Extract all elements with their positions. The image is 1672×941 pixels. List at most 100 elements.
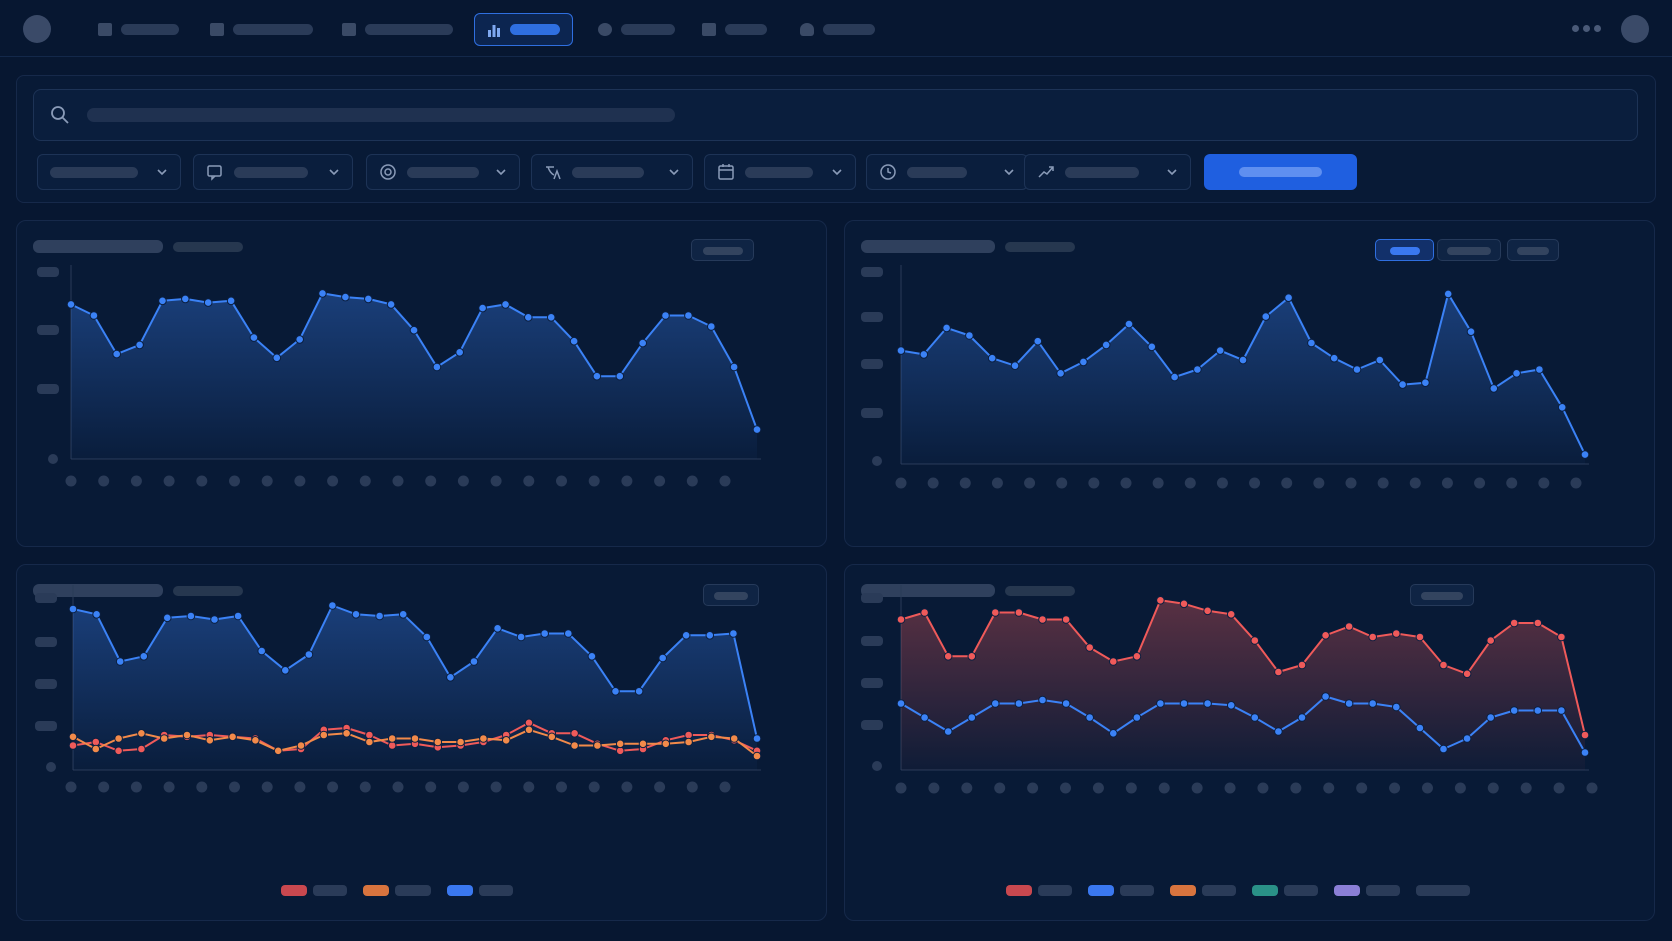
logo[interactable] bbox=[23, 15, 51, 43]
data-point bbox=[524, 718, 534, 728]
chart-option-button[interactable] bbox=[703, 584, 759, 606]
more-icon[interactable] bbox=[1572, 25, 1601, 32]
x-tick-label bbox=[1538, 477, 1550, 489]
data-point bbox=[456, 737, 465, 747]
nav-label bbox=[233, 24, 313, 35]
nav-item-6[interactable] bbox=[690, 13, 779, 46]
data-point bbox=[1368, 699, 1378, 708]
data-point bbox=[446, 673, 455, 682]
legend-item-blue[interactable] bbox=[447, 885, 513, 896]
data-point bbox=[1056, 369, 1065, 378]
filter-dropdown-2[interactable] bbox=[193, 154, 353, 190]
grid-icon bbox=[210, 23, 224, 36]
nav-item-2[interactable] bbox=[198, 13, 325, 46]
data-point bbox=[967, 652, 977, 661]
range-tab-2[interactable] bbox=[1437, 239, 1501, 261]
filter-dropdown-4[interactable] bbox=[531, 154, 693, 190]
data-point bbox=[681, 631, 691, 640]
nav-item-3[interactable] bbox=[330, 13, 465, 46]
data-point bbox=[1284, 293, 1293, 302]
x-tick-label bbox=[1158, 782, 1170, 794]
data-point bbox=[615, 739, 625, 749]
data-point bbox=[158, 296, 167, 306]
legend-item-extra[interactable] bbox=[1416, 885, 1470, 896]
y-tick-label bbox=[861, 636, 883, 646]
nav-label bbox=[510, 24, 560, 35]
filter-dropdown-date[interactable] bbox=[704, 154, 856, 190]
data-point bbox=[203, 298, 213, 307]
data-point bbox=[638, 338, 648, 348]
data-point bbox=[479, 734, 488, 743]
chart-card-3 bbox=[16, 564, 827, 921]
legend-item-orange[interactable] bbox=[363, 885, 431, 896]
chevron-down-icon bbox=[1167, 169, 1177, 176]
data-point bbox=[1352, 365, 1362, 374]
data-point bbox=[1250, 636, 1260, 645]
legend-item-blue[interactable] bbox=[1088, 885, 1154, 896]
data-point bbox=[920, 608, 929, 617]
nav-item-1[interactable] bbox=[86, 13, 191, 46]
legend-item-red[interactable] bbox=[281, 885, 347, 896]
range-tab-3[interactable] bbox=[1507, 239, 1559, 261]
x-tick-label bbox=[1184, 477, 1196, 489]
data-point bbox=[273, 746, 283, 756]
legend-item-orange[interactable] bbox=[1170, 885, 1236, 896]
filter-dropdown-time[interactable] bbox=[866, 154, 1028, 190]
filter-dropdown-1[interactable] bbox=[37, 154, 181, 190]
nav-item-7[interactable] bbox=[788, 13, 887, 46]
search-input[interactable] bbox=[33, 89, 1638, 141]
x-tick-label bbox=[392, 475, 404, 487]
chevron-down-icon bbox=[832, 169, 842, 176]
x-tick-label bbox=[1570, 477, 1582, 489]
y-tick-label bbox=[861, 593, 883, 603]
chevron-down-icon bbox=[157, 169, 167, 176]
data-point bbox=[304, 650, 314, 659]
chart-1 bbox=[37, 265, 762, 487]
legend-item-red[interactable] bbox=[1006, 885, 1072, 896]
data-point bbox=[705, 631, 715, 640]
y-tick-label bbox=[861, 312, 883, 322]
nav-item-analytics[interactable] bbox=[474, 13, 573, 46]
x-tick-label bbox=[927, 477, 939, 489]
legend-item-teal[interactable] bbox=[1252, 885, 1318, 896]
card-title bbox=[33, 584, 163, 597]
chart-option-button[interactable] bbox=[691, 239, 754, 261]
data-point bbox=[1179, 699, 1189, 708]
data-point bbox=[1462, 669, 1472, 679]
data-point bbox=[163, 613, 172, 623]
chart-option-button[interactable] bbox=[1410, 584, 1474, 606]
data-point bbox=[1156, 699, 1165, 708]
range-tab-1[interactable] bbox=[1375, 239, 1434, 261]
data-point bbox=[228, 732, 237, 742]
x-tick-label bbox=[994, 782, 1006, 794]
legend-item-purple[interactable] bbox=[1334, 885, 1400, 896]
x-tick-label bbox=[686, 475, 698, 487]
y-tick-label bbox=[37, 325, 59, 335]
x-tick-label bbox=[1092, 782, 1104, 794]
apply-button[interactable] bbox=[1204, 154, 1357, 190]
x-tick-label bbox=[556, 781, 567, 793]
avatar[interactable] bbox=[1621, 15, 1649, 43]
data-point bbox=[364, 294, 373, 304]
filter-dropdown-3[interactable] bbox=[366, 154, 520, 190]
x-tick-label bbox=[1409, 477, 1421, 489]
data-point bbox=[1533, 618, 1543, 628]
data-point bbox=[387, 734, 397, 743]
data-point bbox=[1179, 599, 1189, 609]
data-point bbox=[587, 652, 597, 661]
data-point bbox=[386, 300, 396, 309]
data-point bbox=[1329, 353, 1339, 363]
chevron-down-icon bbox=[669, 169, 679, 176]
nav-item-5[interactable] bbox=[586, 13, 687, 46]
data-point bbox=[257, 646, 266, 656]
data-point bbox=[1250, 713, 1260, 722]
clock-icon bbox=[880, 164, 896, 180]
series-area bbox=[901, 293, 1585, 464]
chevron-down-icon bbox=[1004, 169, 1014, 176]
data-point bbox=[896, 699, 906, 708]
data-point bbox=[942, 323, 951, 333]
filter-dropdown-trend[interactable] bbox=[1024, 154, 1191, 190]
data-point bbox=[540, 629, 550, 638]
x-tick-label bbox=[621, 475, 633, 487]
data-point bbox=[987, 353, 997, 363]
